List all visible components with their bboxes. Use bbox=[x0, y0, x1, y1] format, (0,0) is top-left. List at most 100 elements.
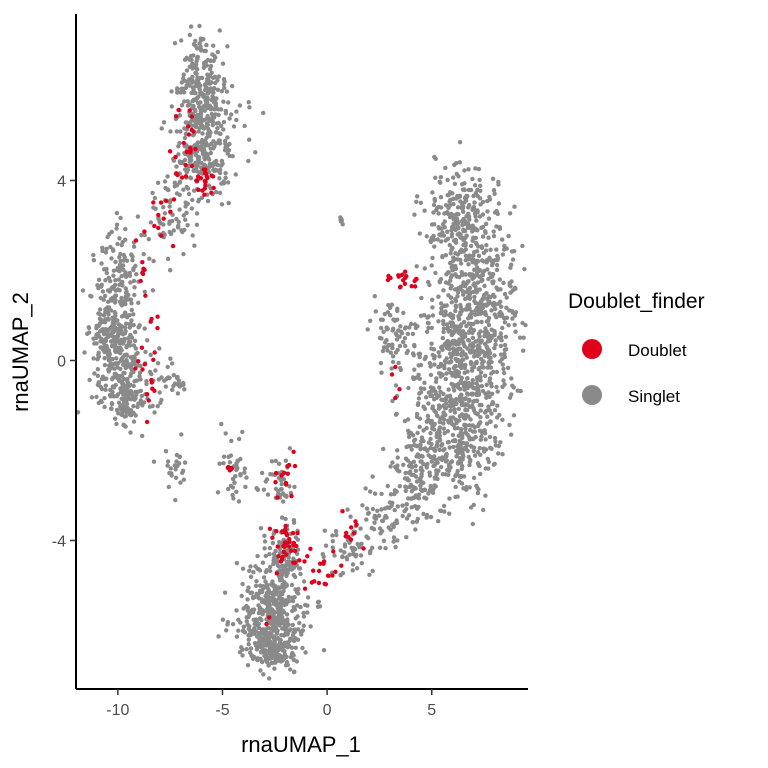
singlet-point bbox=[267, 676, 272, 681]
singlet-point bbox=[497, 313, 503, 318]
singlet-point bbox=[384, 344, 390, 350]
singlet-point bbox=[433, 457, 439, 463]
singlet-point bbox=[100, 245, 105, 250]
singlet-point bbox=[460, 349, 465, 354]
singlet-point bbox=[219, 202, 225, 207]
singlet-point bbox=[365, 536, 371, 541]
singlet-point bbox=[512, 285, 518, 291]
singlet-point bbox=[96, 277, 102, 282]
doublet-point bbox=[284, 531, 289, 536]
singlet-point bbox=[421, 511, 426, 517]
singlet-point bbox=[114, 421, 119, 427]
singlet-point bbox=[119, 407, 124, 412]
singlet-point bbox=[480, 361, 485, 366]
singlet-point bbox=[196, 129, 201, 134]
doublet-point bbox=[288, 548, 294, 553]
singlet-point bbox=[438, 175, 443, 180]
singlet-point bbox=[169, 104, 174, 109]
singlet-point bbox=[446, 293, 451, 298]
singlet-point bbox=[91, 336, 96, 341]
doublet-point bbox=[297, 558, 302, 563]
singlet-point bbox=[174, 129, 179, 134]
singlet-point bbox=[192, 107, 198, 112]
doublet-point bbox=[412, 278, 417, 284]
singlet-point bbox=[270, 626, 276, 632]
singlet-point bbox=[259, 650, 264, 655]
singlet-point bbox=[177, 140, 182, 146]
singlet-point bbox=[428, 372, 434, 378]
singlet-point bbox=[465, 279, 470, 284]
singlet-point bbox=[464, 355, 469, 360]
singlet-point bbox=[370, 545, 375, 550]
singlet-point bbox=[487, 271, 492, 276]
singlet-point bbox=[459, 322, 464, 327]
singlet-point bbox=[499, 304, 504, 309]
doublet-point bbox=[159, 233, 164, 238]
singlet-point bbox=[494, 369, 500, 375]
singlet-point bbox=[168, 231, 174, 237]
singlet-point bbox=[305, 595, 311, 600]
singlet-point bbox=[241, 624, 246, 629]
singlet-point bbox=[221, 461, 226, 466]
singlet-point bbox=[459, 331, 465, 337]
singlet-point bbox=[291, 572, 296, 578]
singlet-point bbox=[504, 295, 509, 300]
doublet-point bbox=[194, 178, 199, 183]
singlet-point bbox=[112, 294, 117, 299]
singlet-point bbox=[469, 368, 475, 373]
singlet-point bbox=[431, 210, 436, 215]
singlet-point bbox=[183, 204, 188, 209]
singlet-point bbox=[273, 548, 278, 554]
singlet-point bbox=[395, 308, 400, 314]
singlet-point bbox=[211, 43, 216, 48]
legend-key-doublet bbox=[582, 339, 602, 359]
singlet-point bbox=[106, 317, 111, 322]
singlet-point bbox=[478, 183, 483, 188]
singlet-point bbox=[196, 117, 201, 122]
singlet-point bbox=[495, 255, 501, 261]
singlet-point bbox=[507, 422, 512, 428]
singlet-point bbox=[444, 322, 449, 327]
y-tick-label: 4 bbox=[57, 174, 66, 191]
singlet-point bbox=[364, 506, 370, 511]
singlet-point bbox=[448, 460, 454, 465]
singlet-point bbox=[167, 204, 172, 209]
singlet-point bbox=[246, 626, 251, 632]
singlet-point bbox=[450, 214, 455, 219]
singlet-point bbox=[99, 317, 104, 323]
singlet-point bbox=[208, 107, 214, 112]
singlet-point bbox=[119, 295, 124, 301]
singlet-point bbox=[475, 461, 481, 466]
singlet-point bbox=[194, 211, 200, 216]
singlet-point bbox=[264, 643, 269, 648]
singlet-point bbox=[222, 79, 227, 84]
singlet-point bbox=[393, 331, 399, 336]
singlet-point bbox=[114, 393, 120, 399]
singlet-point bbox=[470, 176, 475, 182]
singlet-point bbox=[437, 456, 442, 461]
singlet-point bbox=[478, 274, 483, 279]
singlet-point bbox=[443, 376, 448, 382]
singlet-point bbox=[100, 289, 106, 294]
doublet-point bbox=[396, 274, 401, 279]
doublet-point bbox=[203, 167, 208, 172]
singlet-point bbox=[168, 466, 173, 471]
singlet-point bbox=[284, 602, 289, 607]
singlet-point bbox=[448, 404, 454, 409]
singlet-point bbox=[289, 652, 295, 657]
singlet-point bbox=[256, 595, 261, 600]
singlet-point bbox=[96, 354, 102, 359]
singlet-point bbox=[472, 183, 478, 188]
singlet-point bbox=[429, 346, 434, 351]
singlet-point bbox=[402, 336, 408, 341]
singlet-point bbox=[459, 392, 464, 398]
singlet-point bbox=[172, 184, 177, 189]
singlet-point bbox=[411, 433, 416, 438]
singlet-point bbox=[458, 312, 463, 317]
singlet-point bbox=[107, 289, 112, 294]
singlet-point bbox=[392, 318, 398, 323]
singlet-point bbox=[457, 414, 463, 419]
singlet-point bbox=[156, 217, 161, 222]
singlet-point bbox=[195, 169, 200, 174]
singlet-point bbox=[186, 191, 192, 197]
